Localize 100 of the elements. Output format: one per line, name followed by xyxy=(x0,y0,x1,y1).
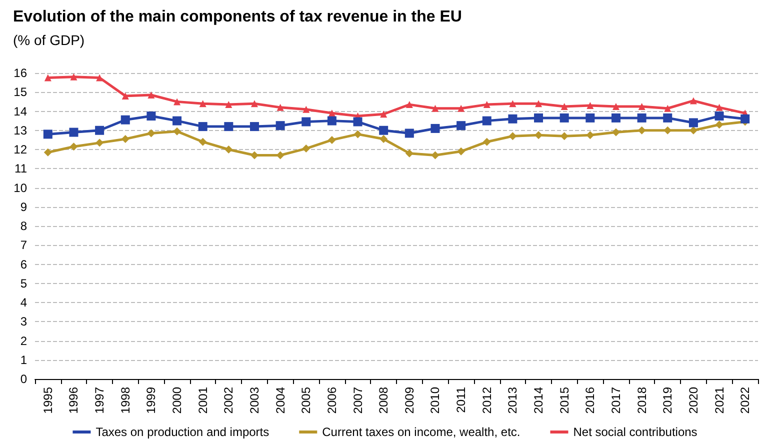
x-tick-label: 2005 xyxy=(299,386,314,414)
point xyxy=(714,112,724,121)
point xyxy=(147,129,156,138)
x-tick-label: 2013 xyxy=(506,386,520,414)
point xyxy=(430,124,440,133)
point xyxy=(199,100,206,108)
point xyxy=(432,104,439,112)
point xyxy=(664,126,672,134)
point xyxy=(44,148,52,156)
point xyxy=(715,120,724,129)
point xyxy=(198,138,207,146)
x-tick-label: 2004 xyxy=(273,386,288,414)
y-tick-label: 16 xyxy=(14,66,28,80)
point xyxy=(638,126,646,134)
chart-title: Evolution of the main components of tax revenue in the EU xyxy=(13,8,462,26)
point xyxy=(328,136,336,144)
y-tick-label: 11 xyxy=(14,162,28,176)
x-tick-label: 2018 xyxy=(634,386,649,414)
point xyxy=(612,102,620,110)
point xyxy=(380,134,388,143)
point xyxy=(302,117,311,126)
y-tick-label: 3 xyxy=(20,314,28,329)
x-tick-label: 2020 xyxy=(686,386,700,414)
point xyxy=(172,116,182,126)
point xyxy=(121,134,130,143)
x-tick-label: 2000 xyxy=(170,386,184,414)
point xyxy=(663,113,672,122)
y-tick-label: 5 xyxy=(20,276,28,290)
x-tick-label: 2017 xyxy=(608,386,623,414)
y-tick-label: 0 xyxy=(20,372,28,386)
x-tick-label: 2012 xyxy=(480,386,494,414)
x-tick-label: 2010 xyxy=(428,386,442,414)
x-tick-label: 2019 xyxy=(660,386,675,414)
point xyxy=(431,151,440,160)
point xyxy=(664,104,672,112)
point xyxy=(380,110,388,118)
point xyxy=(404,128,414,138)
x-tick-label: 2009 xyxy=(402,386,416,414)
y-tick-label: 14 xyxy=(14,104,28,118)
point xyxy=(224,122,234,132)
point xyxy=(508,132,517,140)
point xyxy=(302,106,310,113)
y-tick-label: 2 xyxy=(20,334,28,348)
point xyxy=(535,100,542,108)
point xyxy=(174,98,181,106)
point xyxy=(612,128,620,136)
point xyxy=(740,114,750,124)
point xyxy=(224,146,233,154)
point xyxy=(458,104,465,112)
point xyxy=(250,122,259,132)
legend-label: Taxes on production and imports xyxy=(96,425,270,439)
point xyxy=(43,130,52,139)
point xyxy=(638,102,646,110)
x-tick-label: 1995 xyxy=(40,386,55,414)
x-tick-label: 1997 xyxy=(92,386,107,414)
point xyxy=(586,113,595,122)
point xyxy=(690,97,697,104)
x-tick-label: 2021 xyxy=(712,386,726,414)
y-tick-label: 10 xyxy=(14,180,28,195)
x-tick-label: 2008 xyxy=(376,386,391,414)
legend-label: Net social contributions xyxy=(573,425,698,439)
y-tick-label: 13 xyxy=(14,123,28,138)
point xyxy=(96,74,104,82)
y-tick-label: 4 xyxy=(20,296,28,310)
y-tick-label: 15 xyxy=(14,85,28,100)
x-tick-label: 2002 xyxy=(222,386,236,414)
point xyxy=(353,117,362,126)
point xyxy=(327,116,336,126)
point xyxy=(483,101,490,108)
x-tick-label: 2022 xyxy=(738,386,752,414)
point xyxy=(560,102,568,110)
x-tick-label: 2001 xyxy=(196,386,210,414)
point xyxy=(482,116,492,126)
point xyxy=(560,132,568,140)
point xyxy=(250,100,258,108)
x-tick-label: 2011 xyxy=(454,386,468,413)
chart-subtitle: (% of GDP) xyxy=(13,32,85,48)
x-tick-label: 1999 xyxy=(144,386,158,414)
x-tick-label: 2007 xyxy=(350,386,365,414)
point xyxy=(96,138,104,147)
y-tick-label: 8 xyxy=(20,219,28,233)
point xyxy=(198,122,208,132)
point xyxy=(379,126,388,135)
point xyxy=(406,101,413,108)
y-tick-label: 7 xyxy=(20,238,28,252)
point xyxy=(70,73,78,80)
point xyxy=(534,113,544,122)
point xyxy=(688,118,698,128)
y-tick-label: 12 xyxy=(14,142,28,156)
point xyxy=(95,126,104,135)
x-tick-label: 1998 xyxy=(118,386,132,414)
point xyxy=(560,113,569,122)
y-tick-label: 1 xyxy=(20,352,28,367)
point xyxy=(405,149,414,158)
point xyxy=(482,138,491,146)
point xyxy=(716,104,723,111)
point xyxy=(69,128,78,137)
point xyxy=(637,113,646,122)
point xyxy=(120,115,130,124)
point xyxy=(122,92,129,100)
